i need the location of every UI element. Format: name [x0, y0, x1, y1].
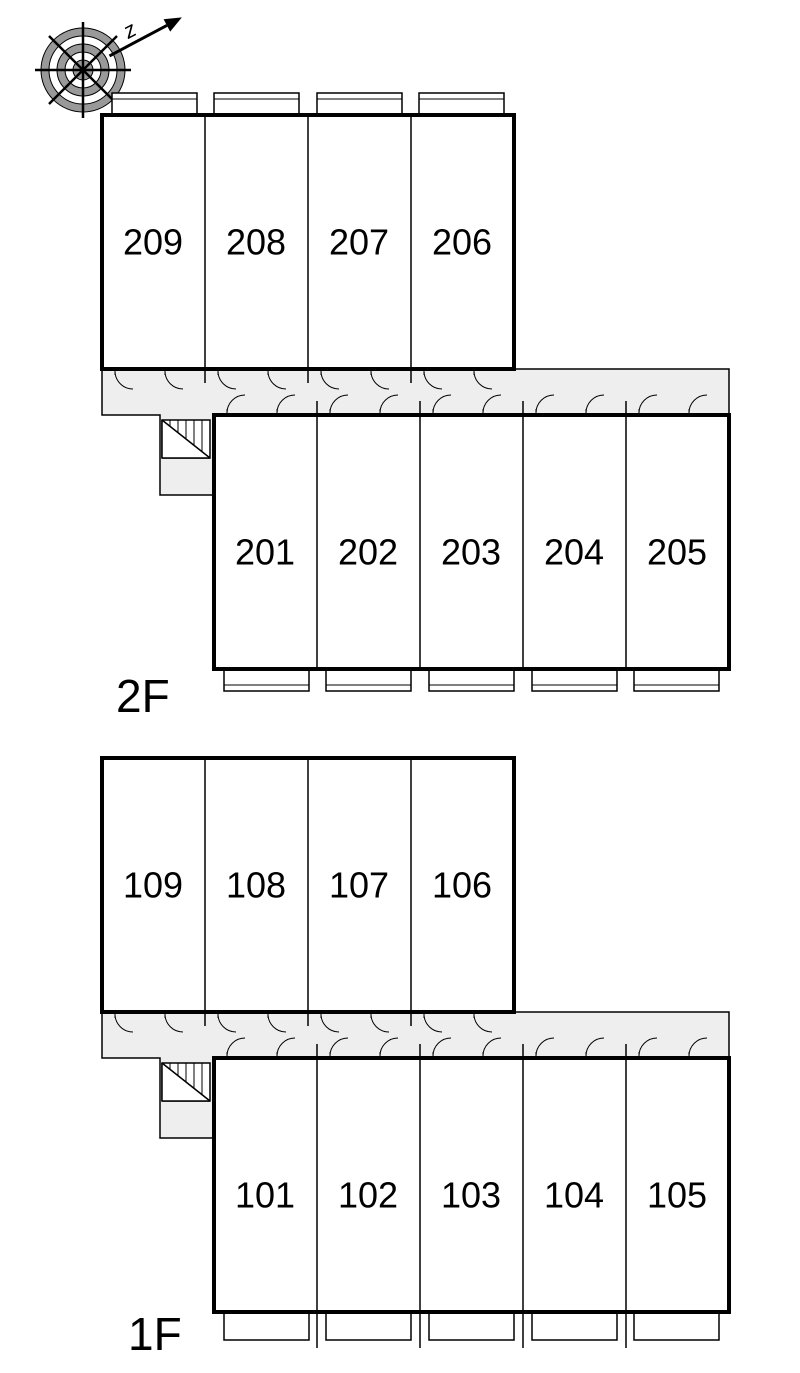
unit-203: 203: [441, 532, 501, 573]
floor-label-2f: 2F: [116, 670, 170, 722]
unit-205: 205: [647, 532, 707, 573]
unit-102: 102: [338, 1175, 398, 1216]
bottom-row-2f: 201 202 203 204 205: [214, 401, 729, 669]
unit-208: 208: [226, 222, 286, 263]
unit-103: 103: [441, 1175, 501, 1216]
balconies-bottom-2f: [224, 669, 719, 691]
unit-202: 202: [338, 532, 398, 573]
floorplan-canvas: 209 208 207 206: [0, 0, 800, 1373]
unit-201: 201: [235, 532, 295, 573]
unit-207: 207: [329, 222, 389, 263]
stair-2f: [162, 420, 210, 458]
unit-101: 101: [235, 1175, 295, 1216]
unit-106: 106: [432, 865, 492, 906]
unit-107: 107: [329, 865, 389, 906]
unit-105: 105: [647, 1175, 707, 1216]
top-row-1f: 109 108 107 106: [102, 758, 514, 1026]
unit-108: 108: [226, 865, 286, 906]
floor-1f: 109 108 107 106: [102, 758, 729, 1348]
unit-209: 209: [123, 222, 183, 263]
unit-204: 204: [544, 532, 604, 573]
unit-109: 109: [123, 865, 183, 906]
balconies-bottom-1f: [224, 1312, 719, 1340]
balconies-top-2f: [112, 93, 504, 115]
unit-104: 104: [544, 1175, 604, 1216]
top-row-2f: 209 208 207 206: [102, 115, 514, 383]
bottom-row-1f: 101 102 103 104 105: [214, 1044, 729, 1312]
floor-2f: 209 208 207 206: [102, 93, 729, 691]
floor-label-1f: 1F: [128, 1308, 182, 1360]
stair-1f: [162, 1063, 210, 1101]
unit-206: 206: [432, 222, 492, 263]
